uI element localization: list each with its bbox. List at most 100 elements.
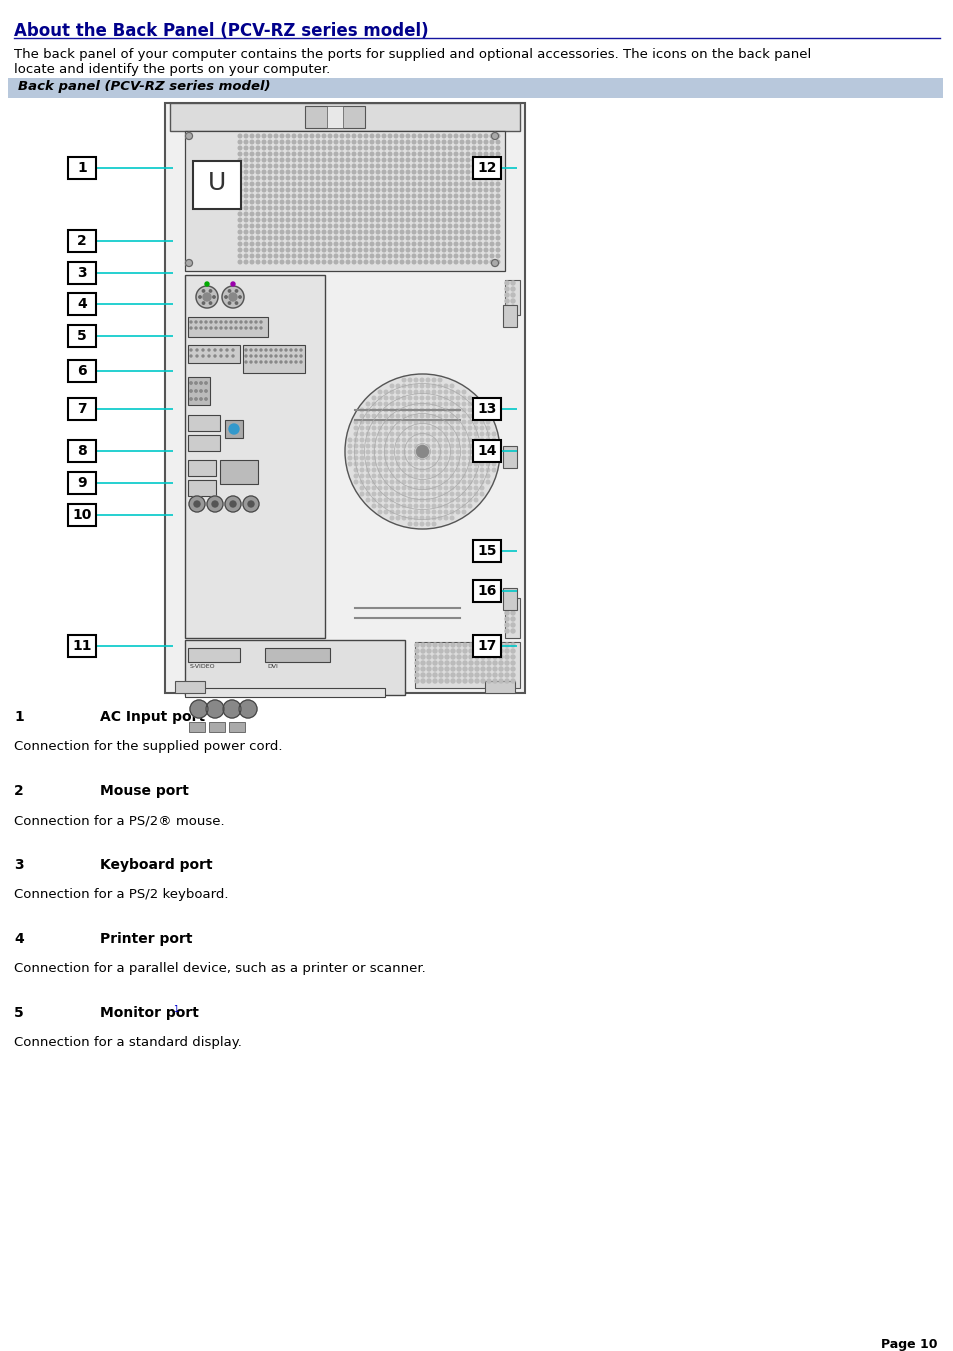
Circle shape xyxy=(286,254,290,258)
Circle shape xyxy=(352,146,355,150)
Circle shape xyxy=(459,236,463,239)
Circle shape xyxy=(469,680,473,684)
Circle shape xyxy=(260,327,262,330)
Circle shape xyxy=(419,523,423,526)
Circle shape xyxy=(402,457,405,459)
Circle shape xyxy=(310,224,314,228)
Circle shape xyxy=(377,432,381,436)
Circle shape xyxy=(474,469,477,471)
Text: 8: 8 xyxy=(77,444,87,458)
Text: 12: 12 xyxy=(476,161,497,176)
Circle shape xyxy=(450,438,454,442)
Circle shape xyxy=(298,158,301,162)
Circle shape xyxy=(322,153,326,155)
Circle shape xyxy=(268,146,272,150)
Circle shape xyxy=(244,153,248,155)
Circle shape xyxy=(248,501,253,507)
Circle shape xyxy=(360,462,363,466)
Text: 14: 14 xyxy=(476,444,497,458)
Circle shape xyxy=(328,176,332,180)
Circle shape xyxy=(492,438,496,442)
Circle shape xyxy=(375,242,379,246)
Circle shape xyxy=(348,444,352,447)
Circle shape xyxy=(426,516,430,520)
Circle shape xyxy=(195,286,218,308)
Circle shape xyxy=(340,207,343,209)
Circle shape xyxy=(480,643,484,647)
Circle shape xyxy=(250,188,253,192)
Circle shape xyxy=(370,207,374,209)
Circle shape xyxy=(256,249,259,251)
Circle shape xyxy=(399,200,403,204)
Circle shape xyxy=(450,469,454,471)
Circle shape xyxy=(205,382,207,384)
Circle shape xyxy=(360,469,363,471)
Circle shape xyxy=(360,457,363,459)
Circle shape xyxy=(399,195,403,197)
Circle shape xyxy=(384,403,387,405)
Circle shape xyxy=(504,605,509,609)
Circle shape xyxy=(262,242,266,246)
Circle shape xyxy=(490,182,494,186)
Circle shape xyxy=(402,408,405,412)
Circle shape xyxy=(406,207,410,209)
Circle shape xyxy=(352,236,355,239)
Circle shape xyxy=(450,426,454,430)
Circle shape xyxy=(450,390,454,393)
Circle shape xyxy=(238,141,241,143)
Circle shape xyxy=(450,474,454,478)
Circle shape xyxy=(408,523,412,526)
Bar xyxy=(484,681,515,693)
Circle shape xyxy=(511,281,515,285)
Circle shape xyxy=(375,249,379,251)
Circle shape xyxy=(504,667,509,671)
Circle shape xyxy=(474,492,477,496)
Circle shape xyxy=(472,170,476,174)
Circle shape xyxy=(414,462,417,466)
Circle shape xyxy=(357,134,361,138)
Circle shape xyxy=(228,301,231,304)
Circle shape xyxy=(399,153,403,155)
Circle shape xyxy=(238,249,241,251)
Circle shape xyxy=(437,474,441,478)
Circle shape xyxy=(504,617,509,621)
Circle shape xyxy=(456,390,459,393)
Circle shape xyxy=(390,384,394,388)
Circle shape xyxy=(412,195,416,197)
Text: S-VIDEO: S-VIDEO xyxy=(190,663,215,669)
Circle shape xyxy=(364,188,368,192)
Circle shape xyxy=(406,249,410,251)
Circle shape xyxy=(372,486,375,490)
Circle shape xyxy=(352,176,355,180)
Circle shape xyxy=(424,219,427,222)
Circle shape xyxy=(430,170,434,174)
Circle shape xyxy=(406,236,410,239)
Circle shape xyxy=(315,146,319,150)
Circle shape xyxy=(484,236,487,239)
Bar xyxy=(188,345,240,363)
Circle shape xyxy=(462,643,467,647)
Bar xyxy=(68,326,96,347)
Circle shape xyxy=(451,680,455,684)
Circle shape xyxy=(286,249,290,251)
Circle shape xyxy=(399,219,403,222)
Circle shape xyxy=(395,504,399,508)
Circle shape xyxy=(451,661,455,665)
Text: 17: 17 xyxy=(476,639,497,653)
Circle shape xyxy=(406,224,410,228)
Circle shape xyxy=(426,486,430,490)
Circle shape xyxy=(315,230,319,234)
Circle shape xyxy=(243,496,258,512)
Circle shape xyxy=(352,182,355,186)
Bar xyxy=(68,157,96,178)
Circle shape xyxy=(469,643,473,647)
Circle shape xyxy=(461,480,465,484)
Circle shape xyxy=(370,176,374,180)
Circle shape xyxy=(424,153,427,155)
Circle shape xyxy=(399,165,403,168)
Circle shape xyxy=(477,212,481,216)
Circle shape xyxy=(294,355,296,357)
Circle shape xyxy=(451,643,455,647)
Circle shape xyxy=(432,426,436,430)
Circle shape xyxy=(456,667,460,671)
